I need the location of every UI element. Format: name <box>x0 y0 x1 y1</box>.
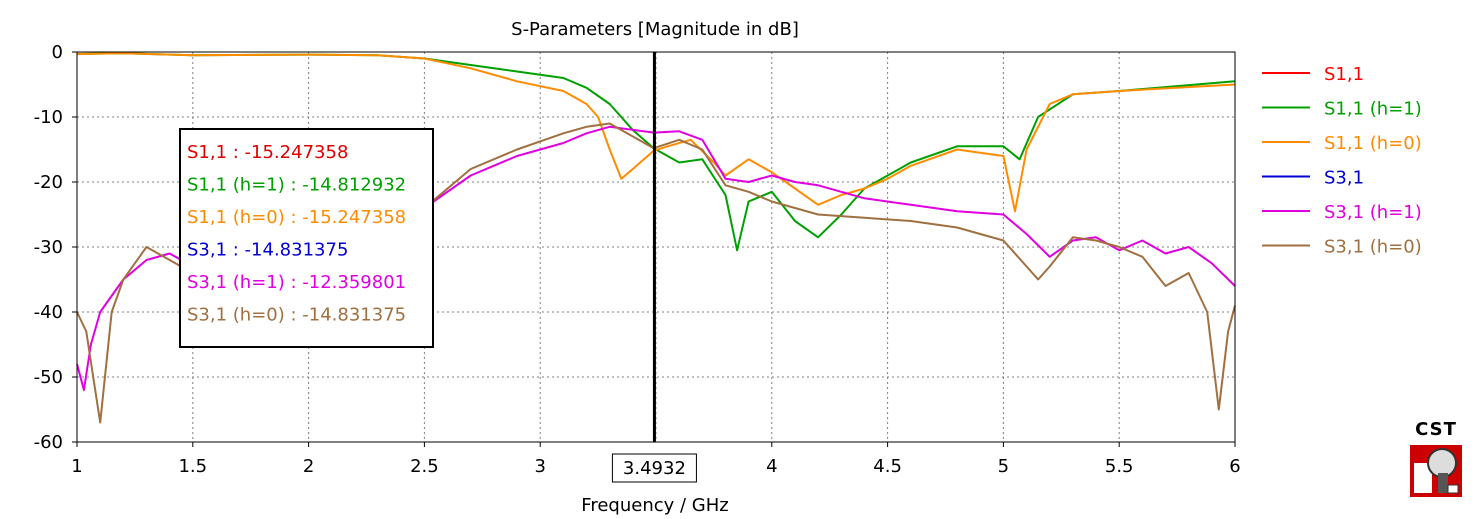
marker-readout-line: S3,1 (h=0) : -14.831375 <box>187 305 406 326</box>
x-tick-label: 1.5 <box>178 456 207 477</box>
x-tick-label: 5.5 <box>1105 456 1134 477</box>
legend-entry: S1,1 (h=1) <box>1324 99 1422 120</box>
marker-readout-line: S1,1 (h=0) : -15.247358 <box>187 207 406 228</box>
marker-readout-box: S1,1 : -15.247358 S1,1 (h=1) : -14.812932… <box>179 128 434 348</box>
y-tick-label: 0 <box>52 42 63 63</box>
legend-entry: S1,1 <box>1324 64 1364 85</box>
legend-entry: S1,1 (h=0) <box>1324 133 1422 154</box>
x-tick-label: 2 <box>303 456 314 477</box>
series-line-s3-1-h-0- <box>76 122 1236 424</box>
x-tick-label: 6 <box>1229 456 1240 477</box>
cst-logo-text: CST <box>1415 419 1457 440</box>
chart-title: S-Parameters [Magnitude in dB] <box>511 19 799 40</box>
series-line-s1-1-h-0- <box>76 52 1236 213</box>
x-axis-ticks: 1 1.5 2 2.5 3 4 4.5 5 5.5 6 <box>71 442 1241 477</box>
y-tick-label: -30 <box>34 237 63 258</box>
legend-entry: S3,1 (h=1) <box>1324 202 1422 223</box>
frequency-marker-label[interactable]: 3.4932 <box>611 453 697 483</box>
legend-entry: S3,1 <box>1324 168 1364 189</box>
x-tick-label: 4.5 <box>873 456 902 477</box>
legend: S1,1 S1,1 (h=1) S1,1 (h=0) S3,1 S3,1 (h=1) S3… <box>1262 64 1422 258</box>
y-tick-label: -40 <box>34 302 63 323</box>
y-tick-label: -10 <box>34 107 63 128</box>
cst-logo-icon <box>1410 445 1462 497</box>
marker-readout-line: S1,1 (h=1) : -14.812932 <box>187 175 406 196</box>
marker-readout-line: S3,1 : -14.831375 <box>187 240 348 261</box>
y-tick-label: -50 <box>34 367 63 388</box>
marker-readout-line: S1,1 : -15.247358 <box>187 142 348 163</box>
marker-readout-line: S3,1 (h=1) : -12.359801 <box>187 272 406 293</box>
x-tick-label: 5 <box>998 456 1009 477</box>
y-axis-ticks: 0 -10 -20 -30 -40 -50 -60 <box>34 42 77 453</box>
y-tick-label: -20 <box>34 172 63 193</box>
x-tick-label: 1 <box>71 456 82 477</box>
x-axis-label: Frequency / GHz <box>581 495 728 516</box>
series-layer <box>76 52 1236 424</box>
x-tick-label: 4 <box>766 456 777 477</box>
series-line-s3-1-h-1- <box>76 125 1236 391</box>
y-tick-label: -60 <box>34 432 63 453</box>
x-tick-label: 3 <box>534 456 545 477</box>
frequency-marker-value: 3.4932 <box>623 458 686 479</box>
legend-entry: S3,1 (h=0) <box>1324 237 1422 258</box>
x-tick-label: 2.5 <box>410 456 439 477</box>
